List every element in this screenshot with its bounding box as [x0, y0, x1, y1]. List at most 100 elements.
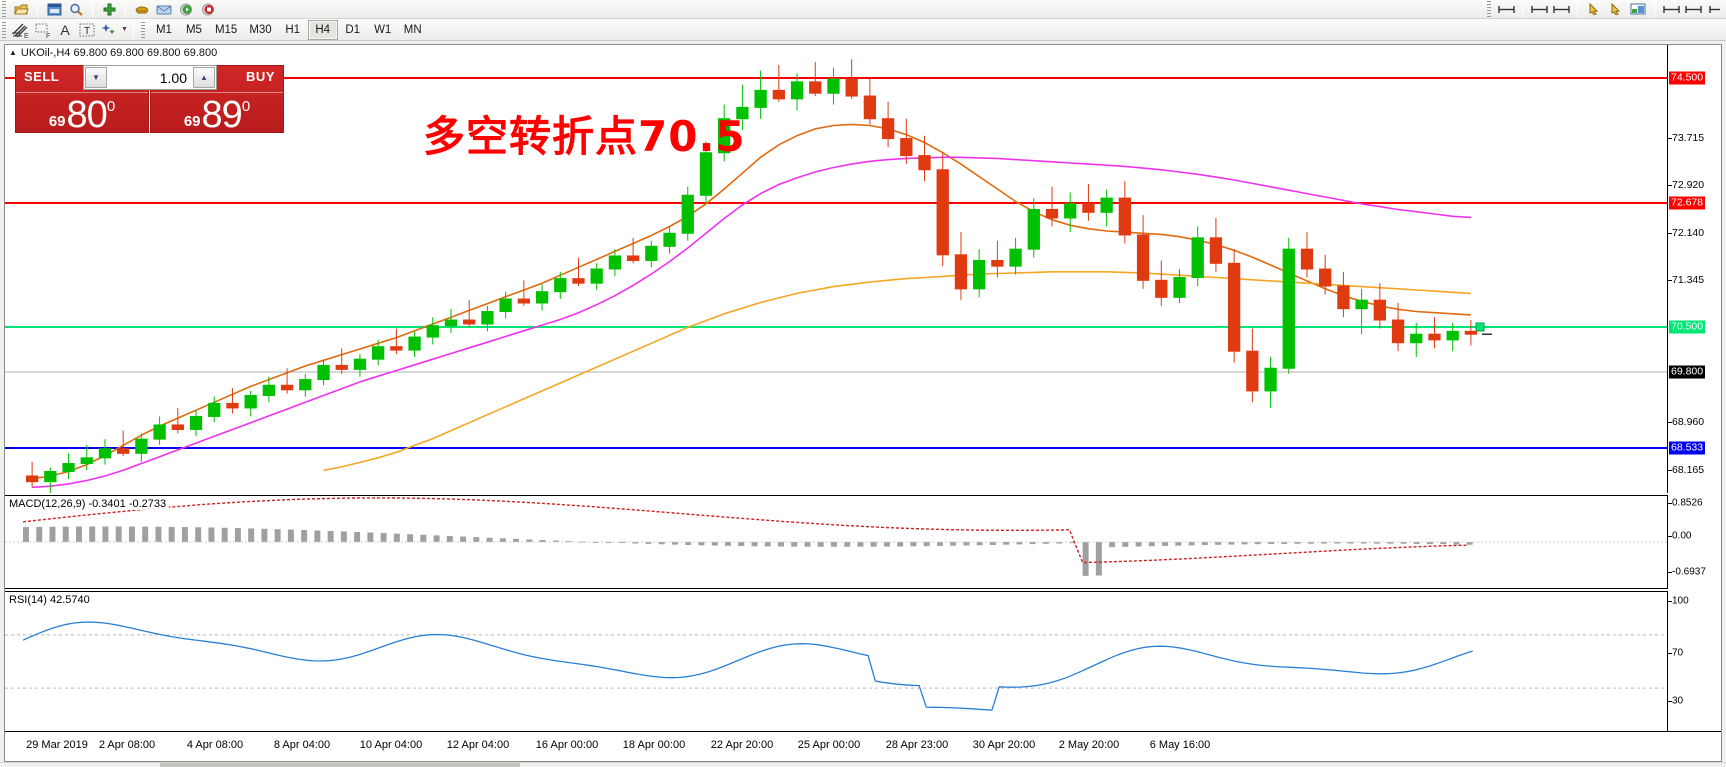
toolbar-grip-2[interactable] [1487, 1, 1491, 17]
open-chart-icon[interactable] [10, 0, 32, 18]
timeframe-group[interactable]: M1 M5 M15 M30 H1 H4 D1 W1 MN [149, 19, 428, 40]
expert-advisor-icon[interactable] [131, 0, 153, 18]
timeframe-grip[interactable] [140, 21, 145, 38]
timeframe-h1[interactable]: H1 [285, 23, 301, 36]
volume-increase-button[interactable]: ▲ [193, 67, 215, 88]
standard-toolbar[interactable] [0, 0, 1726, 19]
price-chart-svg [5, 59, 1667, 493]
price-label-68960: 68.960 [1672, 416, 1705, 428]
svg-text:T: T [84, 26, 90, 37]
horizontal-line-icon-3[interactable] [1550, 0, 1572, 18]
crosshair-icon[interactable]: E [10, 20, 32, 40]
macd-histogram-bar [526, 539, 533, 542]
horizontal-line-icon-5[interactable] [1682, 0, 1704, 18]
buy-button[interactable]: BUY 69 89 0 [150, 65, 284, 134]
template-icon[interactable] [1627, 0, 1649, 18]
pivot-handle[interactable] [1475, 322, 1485, 332]
time-label: 16 Apr 00:00 [535, 739, 599, 751]
macd-histogram-bar [1135, 542, 1142, 547]
timeframe-w1[interactable]: W1 [374, 23, 392, 36]
macd-histogram-bar [168, 526, 175, 542]
horizontal-scrollbar[interactable] [0, 762, 1726, 767]
scrollbar-thumb[interactable] [160, 763, 520, 767]
timeframe-mn[interactable]: MN [403, 23, 422, 36]
new-order-icon[interactable] [98, 0, 120, 18]
toolbar-separator [1577, 1, 1578, 17]
candlestick [335, 348, 348, 374]
candlestick [80, 444, 93, 471]
toolbar-grip-3[interactable] [2, 21, 6, 38]
candlestick [590, 263, 603, 290]
timeframe-h4[interactable]: H4 [307, 19, 338, 40]
objects-list-icon[interactable] [98, 20, 120, 40]
rsi-scale: 100 70 30 [1667, 591, 1721, 731]
candlestick [718, 104, 731, 162]
candlestick [736, 84, 749, 131]
macd-histogram-bar [1201, 542, 1208, 546]
chevron-down-icon[interactable]: ▼ [121, 26, 128, 33]
macd-histogram-bar [738, 542, 745, 547]
one-click-trading-panel[interactable]: SELL 69 80 0 BUY 69 89 0 ▼ 1.00 [15, 65, 284, 134]
horizontal-line-icon-2[interactable] [1528, 0, 1550, 18]
candlestick [1282, 237, 1295, 374]
volume-value[interactable]: 1.00 [159, 69, 187, 86]
timeframe-d1[interactable]: D1 [345, 23, 361, 36]
candlestick [1227, 249, 1241, 363]
macd-histogram-bar [791, 542, 798, 547]
horizontal-line-icon-1[interactable] [1495, 0, 1517, 18]
macd-histogram-bar [1241, 542, 1248, 545]
scale-tick [1668, 572, 1672, 573]
timeframe-m5[interactable]: M5 [185, 23, 202, 36]
macd-histogram-bar [1268, 542, 1275, 545]
mail-icon[interactable] [153, 0, 175, 18]
macd-histogram-bar [989, 542, 996, 545]
chart-window[interactable]: ▲ UKOil-,H4 69.800 69.800 69.800 69.800 … [4, 44, 1722, 762]
time-axis[interactable]: 29 Mar 2019 2 Apr 08:00 4 Apr 08:00 8 Apr 0… [5, 731, 1721, 761]
candlestick [754, 70, 767, 119]
macd-histogram-bar [75, 526, 82, 542]
candlestick [699, 141, 713, 204]
macd-histogram-bar [1069, 542, 1076, 544]
profiles-icon[interactable] [43, 0, 65, 18]
candlestick [881, 101, 895, 148]
volume-stepper[interactable]: ▼ 1.00 ▲ [83, 65, 217, 90]
price-scale[interactable]: 74.500 73.715 72.920 72.678 72.140 71.345 70.5… [1667, 45, 1721, 522]
macd-histogram-bar [804, 542, 811, 547]
cursor-select-icon[interactable]: F [32, 20, 54, 40]
macd-histogram-bar [1440, 542, 1447, 545]
line-studies-toolbar[interactable]: E F A T ▼ M1 M5 M15 M30 H1 H4 D1 W1 MN [0, 19, 1726, 41]
text-icon[interactable]: A [60, 21, 70, 38]
macd-histogram-bar [433, 535, 440, 542]
candlestick [1082, 183, 1095, 221]
autotrading-off-icon[interactable] [197, 0, 219, 18]
time-label: 2 May 20:00 [1058, 739, 1120, 751]
macd-histogram-bar [751, 542, 758, 547]
timeframe-m1[interactable]: M1 [155, 23, 172, 36]
collapse-icon[interactable]: ▲ [9, 48, 17, 57]
timeframe-m30[interactable]: M30 [249, 23, 272, 36]
macd-histogram-bar [208, 527, 215, 542]
macd-histogram-bar [473, 537, 480, 542]
volume-decrease-button[interactable]: ▼ [85, 67, 107, 88]
candlestick [554, 271, 567, 300]
horizontal-line-icon-4[interactable] [1660, 0, 1682, 18]
toolbar-grip[interactable] [2, 1, 6, 17]
price-badge-72678: 72.678 [1669, 196, 1706, 210]
candlestick [390, 328, 403, 355]
horizontal-line-icon-6[interactable] [1704, 0, 1726, 18]
rsi-panel[interactable]: RSI(14) 42.5740 [5, 591, 1667, 731]
search-icon[interactable] [65, 0, 87, 18]
candlestick [1319, 254, 1332, 295]
macd-panel[interactable]: MACD(12,26,9) -0.3401 -0.2733 [5, 495, 1667, 589]
macd-histogram-bar [407, 534, 414, 542]
autotrading-on-icon[interactable] [175, 0, 197, 18]
candlestick [1337, 271, 1350, 318]
text-label-icon[interactable]: T [76, 20, 98, 40]
cursor-icon-1[interactable] [1583, 0, 1605, 18]
timeframe-m15[interactable]: M15 [214, 23, 238, 36]
macd-histogram-bar [102, 526, 109, 542]
cursor-icon-2[interactable] [1605, 0, 1627, 18]
candlestick [645, 240, 658, 268]
scale-tick [1668, 503, 1672, 504]
macd-histogram-bar [23, 527, 29, 542]
